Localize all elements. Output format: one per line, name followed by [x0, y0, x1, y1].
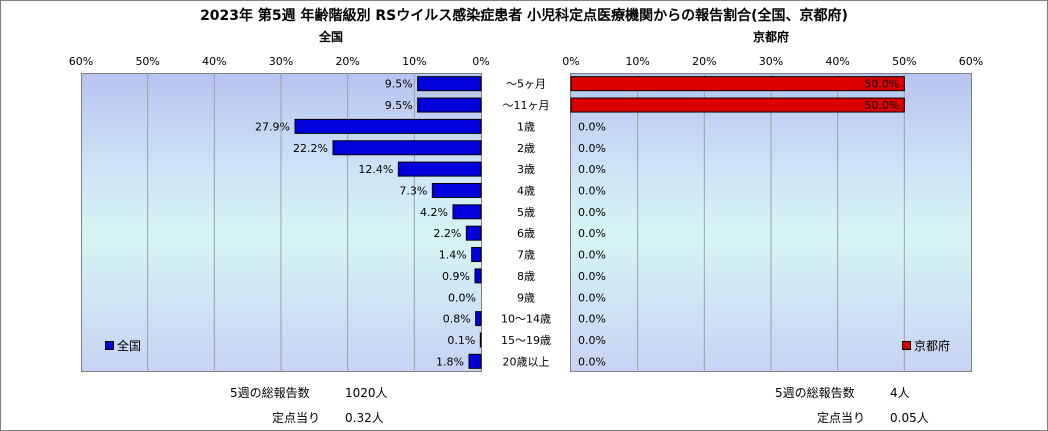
left-tick-label: 0%	[472, 55, 489, 68]
age-category-label: 15～19歳	[501, 334, 551, 347]
left-per-value: 0.32人	[345, 411, 384, 425]
left-tick-label: 50%	[135, 55, 159, 68]
left-bar	[397, 161, 482, 177]
right-tick-label: 30%	[759, 55, 783, 68]
left-total-label: 5週の総報告数	[230, 386, 310, 400]
left-value-label: 27.9%	[255, 120, 290, 133]
left-tick-label: 30%	[269, 55, 293, 68]
left-bar	[471, 247, 482, 263]
left-total-value: 1020人	[345, 386, 388, 400]
right-value-label: 50.0%	[864, 78, 899, 91]
right-value-label: 0.0%	[578, 249, 606, 262]
left-bar	[468, 353, 482, 369]
right-per-value: 0.05人	[890, 411, 929, 425]
left-bar	[452, 204, 482, 220]
age-category-label: 10～14歳	[501, 313, 551, 326]
left-bar	[431, 182, 482, 198]
left-value-label: 4.2%	[420, 206, 448, 219]
right-bar	[570, 76, 905, 92]
right-total-value: 4人	[890, 386, 910, 400]
age-category-label: 6歳	[517, 227, 535, 240]
left-tick-label: 40%	[202, 55, 226, 68]
left-bar	[332, 140, 482, 156]
right-legend-swatch	[902, 341, 911, 350]
right-bar	[570, 97, 905, 113]
right-tick-label: 40%	[825, 55, 849, 68]
left-tick-label: 20%	[335, 55, 359, 68]
left-value-label: 7.3%	[399, 184, 427, 197]
age-category-label: 8歳	[517, 270, 535, 283]
age-category-label: 5歳	[517, 206, 535, 219]
left-value-label: 1.4%	[439, 249, 467, 262]
right-value-label: 0.0%	[578, 163, 606, 176]
right-value-label: 0.0%	[578, 270, 606, 283]
left-bar	[465, 225, 482, 241]
chart-title: 2023年 第5週 年齢階級別 RSウイルス感染症患者 小児科定点医療機関からの…	[200, 8, 848, 24]
right-panel-title: 京都府	[752, 30, 789, 44]
right-value-label: 0.0%	[578, 355, 606, 368]
left-value-label: 2.2%	[433, 227, 461, 240]
right-tick-label: 20%	[692, 55, 716, 68]
right-value-label: 0.0%	[578, 120, 606, 133]
right-value-label: 0.0%	[578, 227, 606, 240]
left-panel-title: 全国	[318, 30, 343, 44]
age-category-label: 7歳	[517, 249, 535, 262]
right-value-label: 0.0%	[578, 206, 606, 219]
right-value-label: 0.0%	[578, 291, 606, 304]
left-value-label: 0.1%	[447, 334, 475, 347]
right-tick-label: 0%	[562, 55, 579, 68]
age-category-label: 4歳	[517, 184, 535, 197]
right-total-label: 5週の総報告数	[775, 386, 855, 400]
left-bar	[417, 76, 482, 92]
right-value-label: 0.0%	[578, 184, 606, 197]
left-bar	[475, 311, 482, 327]
left-legend-label: 全国	[117, 339, 142, 353]
left-value-label: 0.8%	[443, 313, 471, 326]
right-value-label: 0.0%	[578, 313, 606, 326]
age-category-label: ～5ヶ月	[506, 78, 546, 91]
left-value-label: 22.2%	[293, 142, 328, 155]
age-category-label: 2歳	[517, 142, 535, 155]
right-tick-label: 50%	[892, 55, 916, 68]
left-tick-label: 60%	[69, 55, 93, 68]
age-category-label: 3歳	[517, 163, 535, 176]
left-value-label: 9.5%	[385, 78, 413, 91]
right-legend: 京都府	[902, 337, 950, 354]
left-tick-label: 10%	[402, 55, 426, 68]
right-value-label: 0.0%	[578, 142, 606, 155]
right-legend-label: 京都府	[914, 339, 951, 353]
left-value-label: 1.8%	[436, 355, 464, 368]
age-category-label: ～11ヶ月	[503, 99, 550, 112]
left-bar	[294, 118, 482, 134]
right-per-label: 定点当り	[817, 411, 866, 425]
left-value-label: 0.9%	[442, 270, 470, 283]
left-per-label: 定点当り	[272, 411, 321, 425]
left-value-label: 12.4%	[358, 163, 393, 176]
age-category-label: 20歳以上	[503, 355, 550, 368]
left-bar	[417, 97, 482, 113]
right-value-label: 0.0%	[578, 334, 606, 347]
age-category-label: 9歳	[517, 291, 535, 304]
left-bar	[479, 332, 482, 348]
right-tick-label: 10%	[625, 55, 649, 68]
right-value-label: 50.0%	[864, 99, 899, 112]
age-category-label: 1歳	[517, 120, 535, 133]
right-tick-label: 60%	[959, 55, 983, 68]
left-legend: 全国	[105, 337, 141, 354]
left-legend-swatch	[105, 341, 114, 350]
left-value-label: 0.0%	[448, 291, 476, 304]
left-bar	[474, 268, 482, 284]
left-value-label: 9.5%	[385, 99, 413, 112]
